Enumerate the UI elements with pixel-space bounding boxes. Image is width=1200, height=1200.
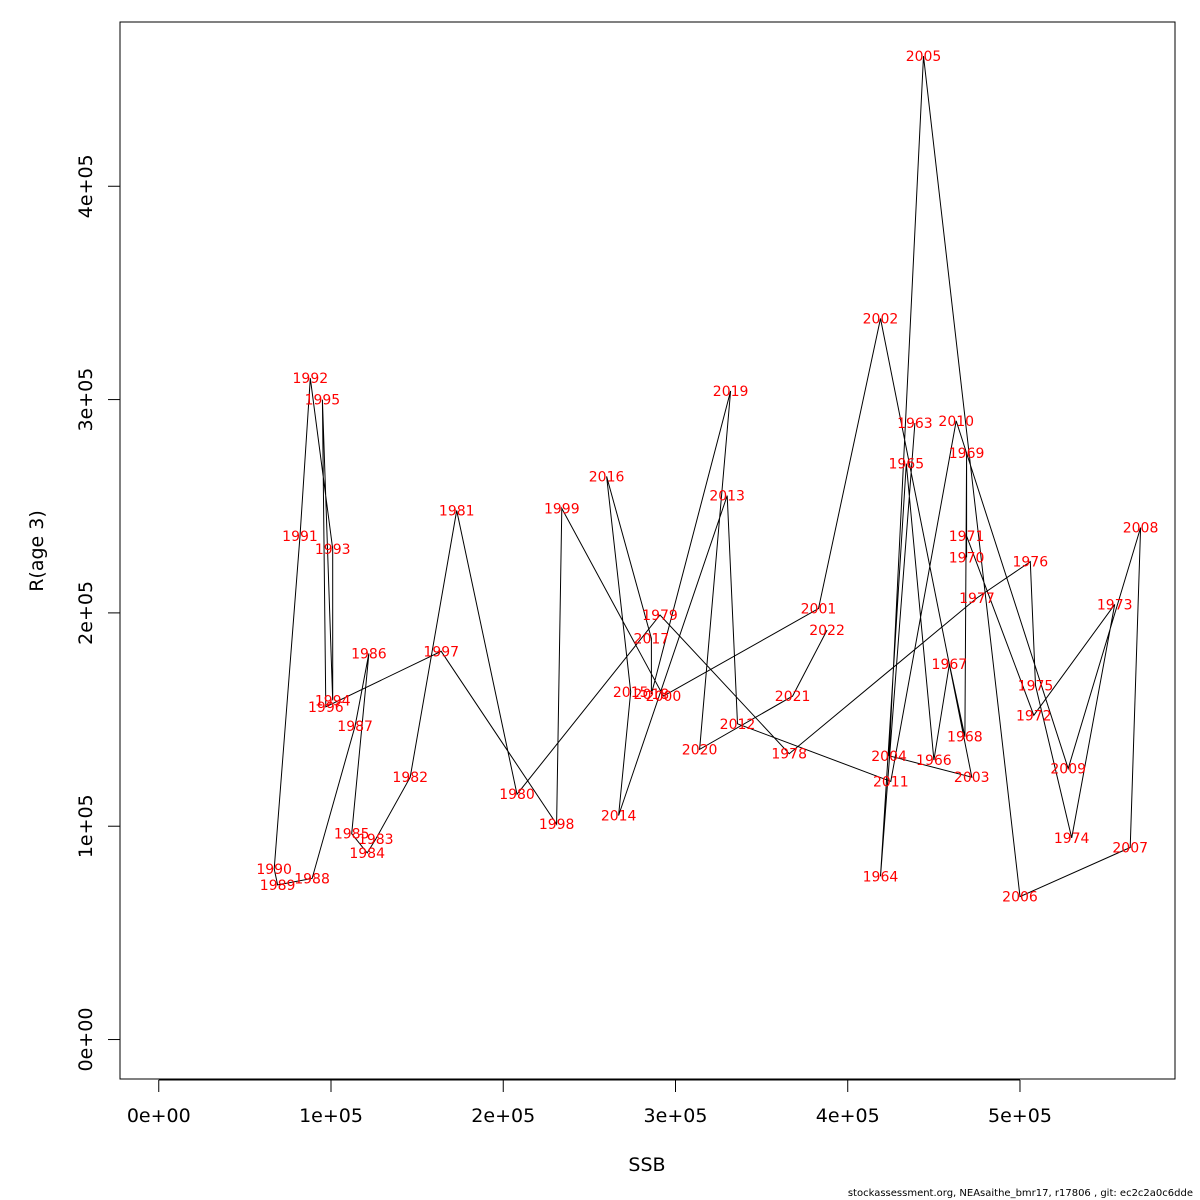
y-tick-label: 4e+05: [75, 154, 97, 218]
point-label-2015: 2015: [613, 685, 649, 701]
point-label-2018: 2018: [634, 687, 670, 703]
point-label-2002: 2002: [863, 312, 899, 328]
point-label-1969: 1969: [949, 446, 985, 462]
point-label-1972: 1972: [1016, 708, 1052, 724]
point-label-2007: 2007: [1112, 841, 1148, 857]
point-label-1983: 1983: [358, 832, 394, 848]
point-label-2008: 2008: [1123, 521, 1159, 537]
x-tick-label: 3e+05: [644, 1105, 708, 1127]
point-label-1986: 1986: [351, 646, 387, 662]
point-label-1995: 1995: [305, 393, 341, 409]
point-label-2003: 2003: [954, 770, 990, 786]
point-label-1987: 1987: [337, 719, 373, 735]
point-label-1997: 1997: [423, 644, 459, 660]
point-label-2010: 2010: [938, 414, 974, 430]
y-tick-label: 2e+05: [75, 581, 97, 645]
point-label-2009: 2009: [1050, 762, 1086, 778]
point-label-1988: 1988: [294, 871, 330, 887]
point-label-1970: 1970: [949, 550, 985, 566]
point-label-1982: 1982: [392, 770, 428, 786]
x-tick-label: 1e+05: [299, 1105, 363, 1127]
plot-box: [119, 21, 1176, 1080]
point-label-1965: 1965: [888, 457, 924, 473]
point-label-1998: 1998: [539, 817, 575, 833]
point-label-1973: 1973: [1097, 597, 1133, 613]
point-label-2013: 2013: [709, 489, 745, 505]
point-label-1985: 1985: [334, 827, 370, 843]
point-labels: 1963 1964 1965 1966 1967 1968 1969 1970 1971 1972…: [256, 49, 1158, 905]
point-label-1980: 1980: [499, 787, 535, 803]
point-label-1967: 1967: [932, 657, 968, 673]
y-axis: 0e+00 1e+05 2e+05 3e+05 4e+05: [75, 154, 121, 1072]
point-label-1968: 1968: [947, 730, 983, 746]
point-label-1993: 1993: [315, 542, 351, 558]
point-label-1976: 1976: [1012, 555, 1048, 571]
point-label-1963: 1963: [897, 416, 933, 432]
point-label-1971: 1971: [949, 529, 985, 545]
y-axis-title: R(age 3): [26, 510, 48, 592]
point-label-1979: 1979: [642, 608, 678, 624]
point-label-1975: 1975: [1018, 678, 1054, 694]
footer-credit: stockassessment.org, NEAsaithe_bmr17, r1…: [848, 1188, 1193, 1199]
point-label-2022: 2022: [809, 623, 845, 639]
point-label-1978: 1978: [771, 747, 807, 763]
point-label-2000: 2000: [646, 689, 682, 705]
x-tick-label: 5e+05: [988, 1105, 1052, 1127]
point-label-1992: 1992: [293, 371, 329, 387]
point-label-2021: 2021: [775, 689, 811, 705]
point-label-2012: 2012: [720, 717, 756, 733]
point-label-1974: 1974: [1054, 831, 1090, 847]
x-axis-title: SSB: [628, 1154, 665, 1176]
x-tick-label: 4e+05: [816, 1105, 880, 1127]
point-label-2006: 2006: [1002, 890, 1038, 906]
y-tick-label: 1e+05: [75, 794, 97, 858]
point-label-2001: 2001: [801, 602, 837, 618]
point-label-2011: 2011: [873, 774, 909, 790]
point-label-2014: 2014: [601, 809, 637, 825]
x-tick-label: 0e+00: [127, 1105, 191, 1127]
point-label-2005: 2005: [906, 49, 942, 65]
point-label-1994: 1994: [315, 693, 351, 709]
point-label-2017: 2017: [634, 631, 670, 647]
x-axis: 0e+00 1e+05 2e+05 3e+05 4e+05 5e+05: [127, 1079, 1052, 1127]
point-label-2016: 2016: [589, 469, 625, 485]
y-tick-label: 0e+00: [75, 1008, 97, 1072]
point-label-1996: 1996: [308, 700, 344, 716]
point-label-1964: 1964: [863, 869, 899, 885]
point-label-2004: 2004: [871, 749, 907, 765]
point-label-1977: 1977: [959, 591, 995, 607]
point-label-1981: 1981: [439, 504, 475, 520]
point-label-2019: 2019: [713, 384, 749, 400]
point-label-1989: 1989: [260, 878, 296, 894]
point-label-1990: 1990: [256, 862, 292, 878]
point-label-1966: 1966: [916, 753, 952, 769]
x-tick-label: 2e+05: [471, 1105, 535, 1127]
point-label-1999: 1999: [544, 501, 580, 517]
point-label-2020: 2020: [682, 742, 718, 758]
y-tick-label: 3e+05: [75, 368, 97, 432]
point-label-1991: 1991: [282, 529, 318, 545]
time-series-path: [273, 56, 1142, 898]
point-label-1984: 1984: [349, 846, 385, 862]
